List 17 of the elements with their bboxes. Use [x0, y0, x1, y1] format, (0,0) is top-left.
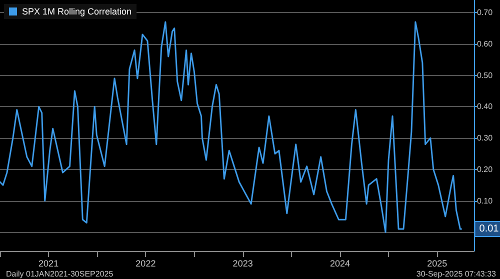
x-tick-label: 2021 [38, 258, 59, 268]
y-tick-label: 0.50 [477, 70, 494, 80]
data-label: 0.01 [479, 224, 500, 235]
text: Daily 01JAN2021-30SEP2025 [6, 270, 114, 278]
line-series [0, 21, 462, 233]
y-tick-label: 0.40 [477, 102, 494, 112]
x-tick-label: 2025 [427, 258, 448, 268]
y-tick-label: 0.10 [477, 196, 494, 206]
y-tick-label: 0.70 [477, 8, 494, 18]
text: 30-Sep-2025 07:43:33 [416, 270, 497, 278]
y-tick-label: 0.30 [477, 134, 494, 143]
x-tick-label: 2024 [330, 258, 350, 268]
legend-label: SPX 1M Rolling Correlation [22, 6, 132, 16]
x-tick-label: 2022 [136, 258, 156, 268]
y-tick-label: 0.20 [477, 164, 494, 174]
x-tick-label: 2023 [232, 258, 253, 268]
y-tick-label: 0.60 [477, 39, 494, 48]
